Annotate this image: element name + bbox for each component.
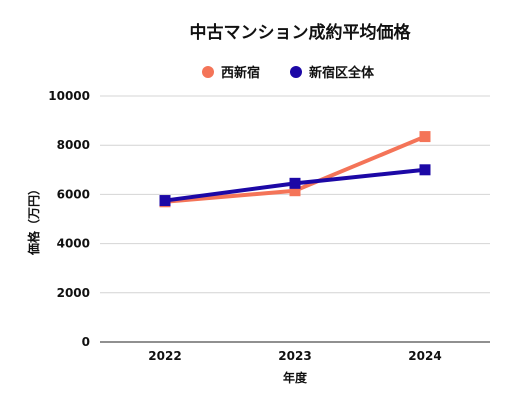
- data-point-nishi-shinjuku-2023: [289, 185, 301, 197]
- x-axis-ticks: 2022 2023 2024: [148, 349, 441, 363]
- x-tick-label-2023: 2023: [278, 349, 311, 363]
- y-tick-label-6000: 6000: [57, 187, 90, 201]
- chart-title: 中古マンション成約平均価格: [190, 22, 412, 43]
- legend: 西新宿 新宿区全体: [202, 65, 375, 81]
- y-tick-label-10000: 10000: [48, 89, 90, 103]
- gridlines: [100, 95, 490, 343]
- legend-label-shinjuku-ward: 新宿区全体: [309, 65, 375, 81]
- y-tick-label-4000: 4000: [57, 237, 90, 251]
- data-point-nishi-shinjuku-2024: [419, 131, 431, 143]
- legend-marker-shinjuku-ward: [290, 66, 302, 78]
- series-shinjuku-ward: [159, 164, 431, 207]
- x-axis-title: 年度: [283, 370, 308, 385]
- data-point-shinjuku-ward-2022: [159, 195, 171, 207]
- x-tick-label-2024: 2024: [408, 349, 441, 363]
- y-tick-label-0: 0: [82, 335, 90, 349]
- y-tick-label-8000: 8000: [57, 138, 90, 152]
- data-point-shinjuku-ward-2024: [419, 164, 431, 176]
- y-axis-ticks: 0 2000 4000 6000 8000 10000: [48, 89, 90, 349]
- y-tick-label-2000: 2000: [57, 286, 90, 300]
- series-layer: [159, 131, 431, 208]
- y-axis-title: 価格（万円）: [26, 183, 41, 256]
- x-tick-label-2022: 2022: [148, 349, 181, 363]
- legend-marker-nishi-shinjuku: [202, 66, 214, 78]
- data-point-shinjuku-ward-2023: [289, 177, 301, 189]
- legend-label-nishi-shinjuku: 西新宿: [221, 65, 260, 81]
